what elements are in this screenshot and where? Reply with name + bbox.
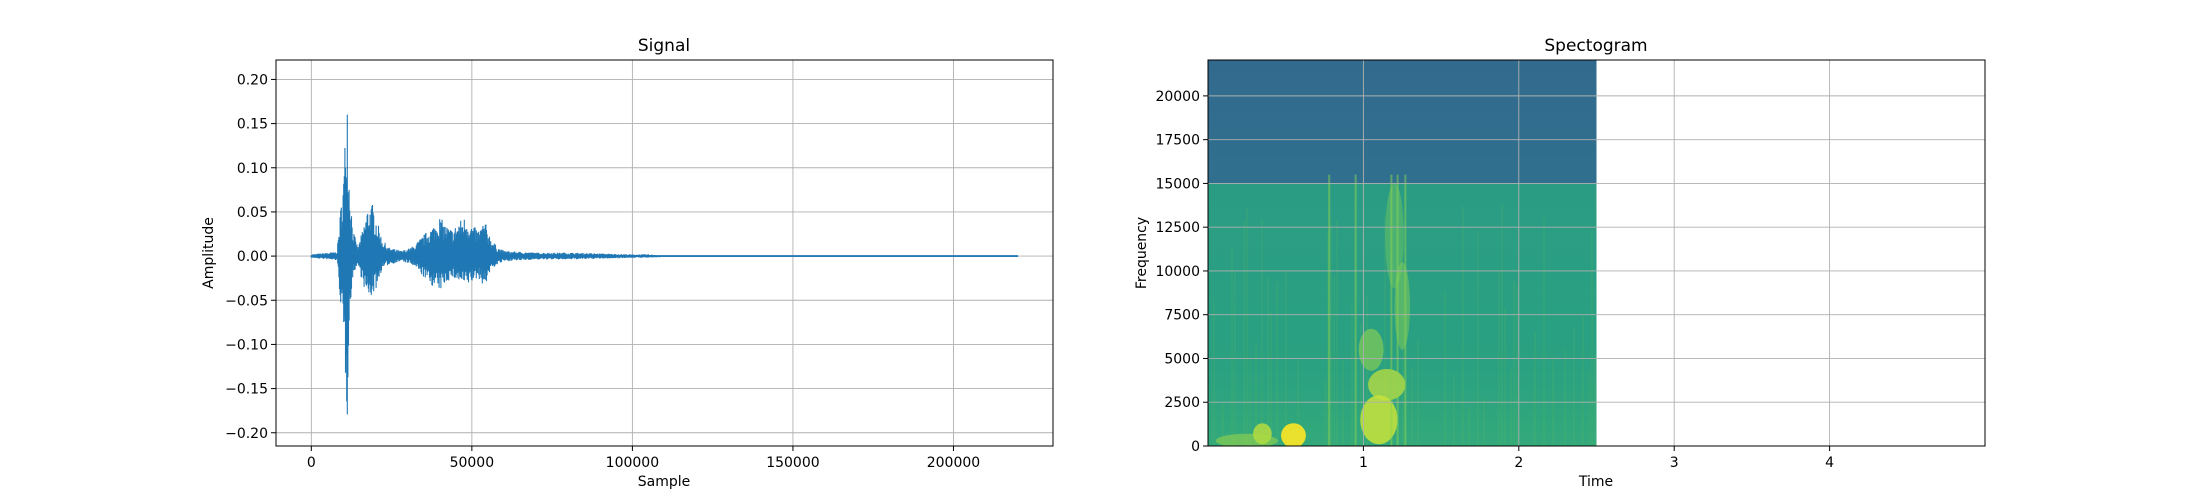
spectrogram-y-tick-label: 0 [1191,439,1200,455]
signal-y-tick-label: 0.10 [237,161,268,177]
spectrogram-chart: Spectogram 1 2 3 4 0 2500 5000 7500 10000 12500 1… [1134,36,1986,490]
spectrogram-y-tick-label: 15000 [1155,176,1200,192]
signal-plot-area [310,114,1019,415]
signal-axes-frame [275,59,1054,447]
spectrogram-energy-blob [1360,395,1398,445]
signal-x-tick-label: 100000 [606,455,659,471]
signal-y-tick-label: 0.15 [237,117,268,133]
spectrogram-y-ticks: 0 2500 5000 7500 10000 12500 15000 17500 20000 [1155,89,1208,455]
spectrogram-streaks [1208,204,1596,446]
signal-x-tick-label: 200000 [927,455,980,471]
spectrogram-x-tick-label: 1 [1359,455,1368,471]
signal-waveform [310,114,1019,415]
signal-x-tick-label: 150000 [766,455,819,471]
spectrogram-upper-band [1208,60,1597,184]
signal-y-ticks: −0.20 −0.15 −0.10 −0.05 0.00 0.05 0.10 0.15 0.20 [225,72,276,442]
signal-y-tick-label: −0.20 [225,426,268,442]
spectrogram-x-axis-label: Time [1578,474,1613,490]
signal-x-tick-label: 0 [307,455,316,471]
spectrogram-energy-blob [1358,328,1384,371]
signal-y-tick-label: 0.20 [237,72,268,88]
spectrogram-x-tick-label: 2 [1514,455,1523,471]
spectrogram-y-tick-label: 2500 [1164,395,1200,411]
spectrogram-y-axis-label: Frequency [1134,217,1150,289]
spectrogram-energy-blob [1368,368,1406,401]
signal-chart: Signal 0 50000 100000 150000 200000 −0.20−0.… [201,36,1054,490]
spectrogram-x-tick-label: 3 [1670,455,1679,471]
spectrogram-y-tick-label: 20000 [1155,89,1200,105]
spectrogram-energy-blob [1385,183,1404,289]
signal-y-tick-label: 0.00 [237,249,268,265]
signal-y-tick-label: −0.10 [225,337,268,353]
signal-title: Signal [638,36,690,56]
spectrogram-y-tick-label: 7500 [1164,308,1200,324]
spectrogram-y-tick-label: 10000 [1155,264,1200,280]
spectrogram-y-tick-label: 12500 [1155,220,1200,236]
spectrogram-title: Spectogram [1544,36,1647,56]
spectrogram-axes-frame [1207,59,1986,447]
spectrogram-y-tick-label: 5000 [1164,351,1200,367]
spectrogram-image [1208,60,1597,446]
signal-y-tick-label: −0.15 [225,382,268,398]
signal-y-tick-label: 0.05 [237,205,268,221]
signal-y-axis-label: Amplitude [201,217,217,289]
signal-y-tick-label: −0.05 [225,293,268,309]
signal-x-axis-label: Sample [638,474,691,490]
spectrogram-y-tick-label: 17500 [1155,133,1200,149]
spectrogram-x-ticks: 1 2 3 4 [1359,446,1834,471]
spectrogram-x-tick-label: 4 [1825,455,1834,471]
spectrogram-energy-blob [1215,433,1278,446]
spectrogram-energy-blob [1281,423,1306,446]
signal-x-ticks: 0 50000 100000 150000 200000 [307,446,980,471]
signal-x-tick-label: 50000 [450,455,495,471]
